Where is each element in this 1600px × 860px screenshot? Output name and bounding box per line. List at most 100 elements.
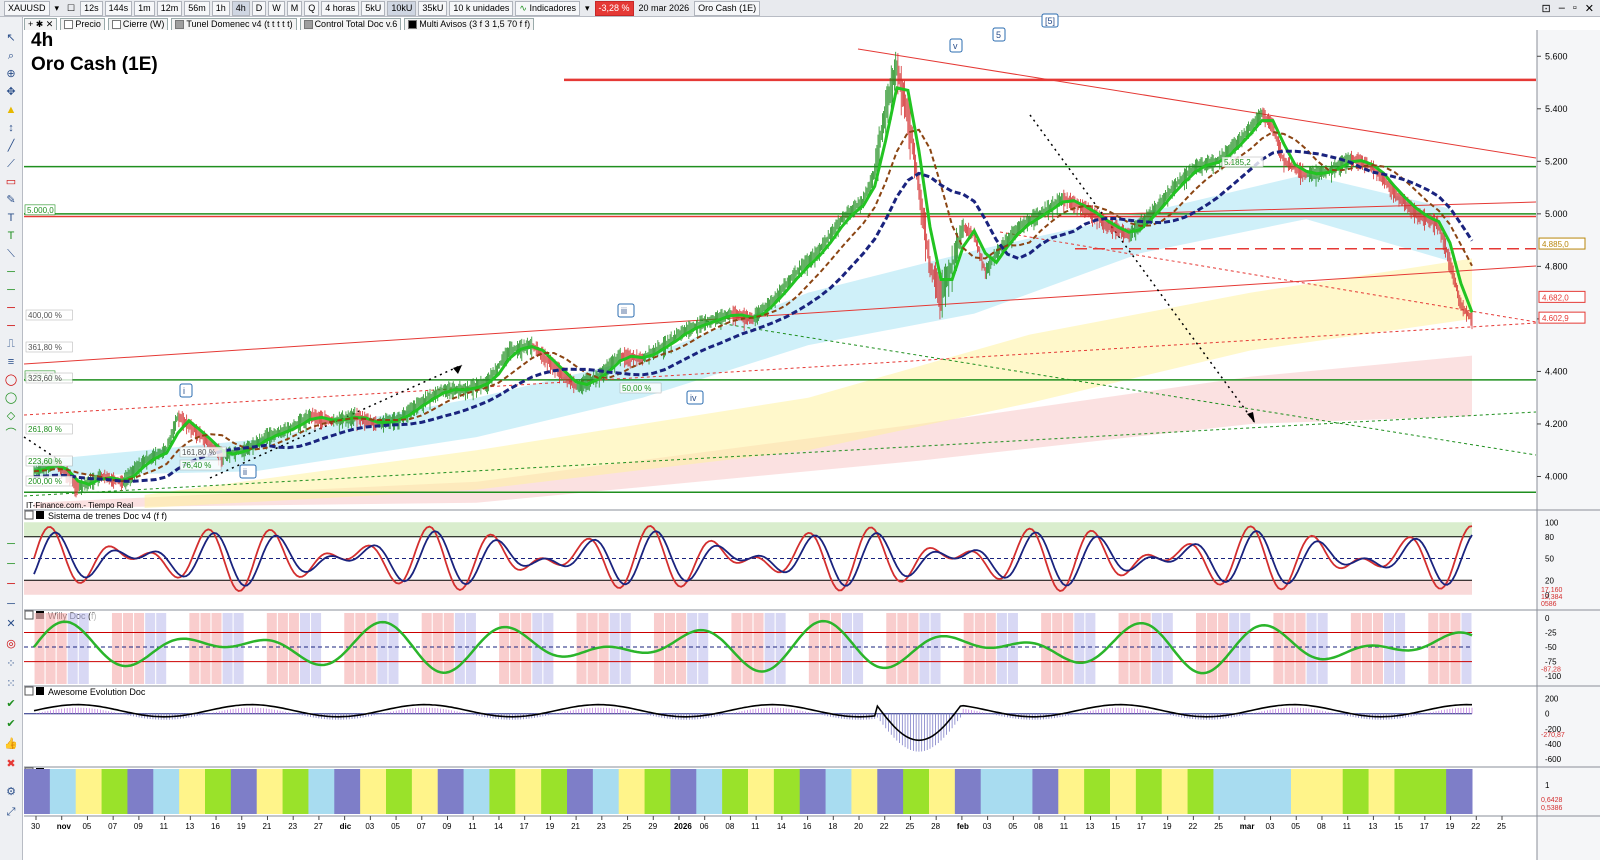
alert-icon[interactable]: ▲ (5, 104, 17, 116)
willy-bg-bar (698, 613, 709, 684)
timeframe-button-Q[interactable]: Q (304, 0, 320, 16)
timeframe-button-1h[interactable]: 1h (211, 0, 230, 16)
x-tick-label: 2026 (674, 822, 692, 831)
unit-button-5kU[interactable]: 5kU (361, 0, 386, 16)
red-line-icon[interactable]: ─ (7, 302, 15, 314)
minimize-icon[interactable]: – (1558, 2, 1565, 14)
shape-icon[interactable]: ◇ (6, 410, 16, 422)
strength-segment (877, 769, 904, 814)
timeframe-button-D[interactable]: D (251, 0, 267, 16)
ellipse-red-icon[interactable]: ◯ (4, 374, 18, 386)
panel-color-swatch (36, 511, 44, 519)
strength-segment (1006, 769, 1033, 814)
hline-blue-icon[interactable]: ─ (7, 598, 15, 610)
timeframe-button-144s[interactable]: 144s (104, 0, 133, 16)
legend-items: Precio Cierre (W) Tunel Domenec v4 (t t t … (60, 18, 535, 31)
oversold-zone (24, 580, 1472, 595)
willy-bg-bar (333, 613, 344, 684)
expand-icon[interactable]: ⤢ (6, 806, 16, 818)
target-icon[interactable]: ◎ (6, 638, 16, 650)
green-line-icon[interactable]: ─ (7, 266, 15, 278)
chevron-down-icon[interactable]: ▾ (54, 2, 60, 13)
fib-tool-icon[interactable]: ≡ (7, 356, 15, 368)
pen-icon[interactable]: ✎ (6, 194, 16, 206)
strength-segment (179, 769, 206, 814)
willy-bg-bar (222, 613, 233, 684)
grid-icon[interactable]: ⁙ (6, 678, 16, 690)
willy-bg-bar (45, 613, 56, 684)
line-tool-icon[interactable]: ╱ (7, 140, 15, 152)
red-line-2-icon[interactable]: ─ (7, 320, 15, 332)
ruler-icon[interactable]: ⎍ (7, 338, 15, 350)
trend-tool-icon[interactable]: ⟍ (7, 248, 15, 260)
check-2-icon[interactable]: ✔ (6, 718, 16, 730)
zoom-icon[interactable]: ⌕ (7, 50, 15, 62)
panel-title: Sistema de trenes Doc v4 (f f) (48, 511, 167, 521)
x-tick-label: 19 (545, 822, 554, 831)
text-green-icon[interactable]: T (7, 230, 15, 242)
close-icon[interactable]: ✕ (1584, 3, 1594, 15)
timeframe-button-W[interactable]: W (268, 0, 285, 16)
unit-button-10kU[interactable]: 10kU (387, 0, 417, 16)
ellipse-green-icon[interactable]: ◯ (4, 392, 18, 404)
rectangle-tool-icon[interactable]: ▭ (5, 176, 17, 188)
hline-green-icon[interactable]: ─ (7, 538, 15, 550)
x-tick-label: 29 (648, 822, 657, 831)
arc-icon[interactable]: ⌒ (5, 428, 17, 440)
strength-segment (696, 769, 723, 814)
timeframe-button-M[interactable]: M (286, 0, 303, 16)
checkbox-icon[interactable]: ☐ (67, 2, 76, 13)
hand-icon[interactable]: ✥ (6, 86, 16, 98)
hline-green-2-icon[interactable]: ─ (7, 558, 15, 570)
willy-bg-bar (565, 613, 576, 684)
willy-bg-bar (178, 613, 189, 684)
date-label: 20 mar 2026 (638, 2, 690, 13)
willy-bg-bar (1328, 613, 1339, 684)
dots-icon[interactable]: ⁘ (6, 658, 16, 670)
text-tool-icon[interactable]: T (7, 212, 15, 224)
period-select[interactable]: 4 horas (321, 0, 360, 16)
strength-segment (386, 769, 413, 814)
timeframe-button-56m[interactable]: 56m (184, 0, 210, 16)
strength-segment (929, 769, 956, 814)
units-select[interactable]: 10 k unidades (449, 0, 514, 16)
maximize-icon[interactable]: ▫ (1572, 2, 1577, 14)
ray-tool-icon[interactable]: ⟋ (7, 158, 15, 170)
check-icon[interactable]: ✔ (6, 698, 16, 710)
camera-icon[interactable]: ⊡ (1541, 3, 1551, 15)
fib-label-box (179, 446, 227, 458)
cursor-icon[interactable]: ↖ (6, 32, 16, 44)
strength-segment (851, 769, 878, 814)
green-line-2-icon[interactable]: ─ (7, 284, 15, 296)
strength-segment (1420, 769, 1447, 814)
fib-label: 323,60 % (28, 374, 62, 383)
timeframe-button-12m[interactable]: 12m (156, 0, 183, 16)
x-tick-label: 22 (880, 822, 889, 831)
symbol-select[interactable]: XAUUSD (4, 0, 50, 16)
cross-icon[interactable]: ✕ (6, 618, 16, 630)
timeframe-button-4h[interactable]: 4h (231, 0, 250, 16)
willy-bg-bar (1273, 613, 1284, 684)
indicators-button[interactable]: ∿ Indicadores (515, 0, 580, 16)
timeframe-button-12s[interactable]: 12s (80, 0, 103, 16)
chevron-down-icon[interactable]: ▾ (584, 2, 590, 13)
measure-icon[interactable]: ↕ (8, 122, 14, 134)
osc-value-label: 17,160 (1541, 587, 1563, 594)
willy-bg-bar (1140, 613, 1151, 684)
legend-item[interactable]: Cierre (W) (107, 18, 169, 31)
settings-icon[interactable]: ⚙ (6, 786, 16, 798)
x-tick-label: 03 (983, 822, 992, 831)
legend-add-icon[interactable]: + ✱ ✕ (24, 18, 58, 31)
hline-red-icon[interactable]: ─ (7, 578, 15, 590)
zoom-in-icon[interactable]: ⊕ (6, 68, 16, 80)
willy-bg-bar (598, 613, 609, 684)
willy-bg-bar (399, 613, 410, 684)
delete-icon[interactable]: ✖ (6, 758, 16, 770)
thumbs-up-icon[interactable]: 👍 (4, 738, 18, 750)
timeframe-button-1m[interactable]: 1m (134, 0, 155, 16)
x-tick-label: 30 (31, 822, 40, 831)
willy-bg-bar (1195, 613, 1206, 684)
unit-button-35kU[interactable]: 35kU (418, 0, 448, 16)
legend-item[interactable]: Precio (60, 18, 105, 31)
